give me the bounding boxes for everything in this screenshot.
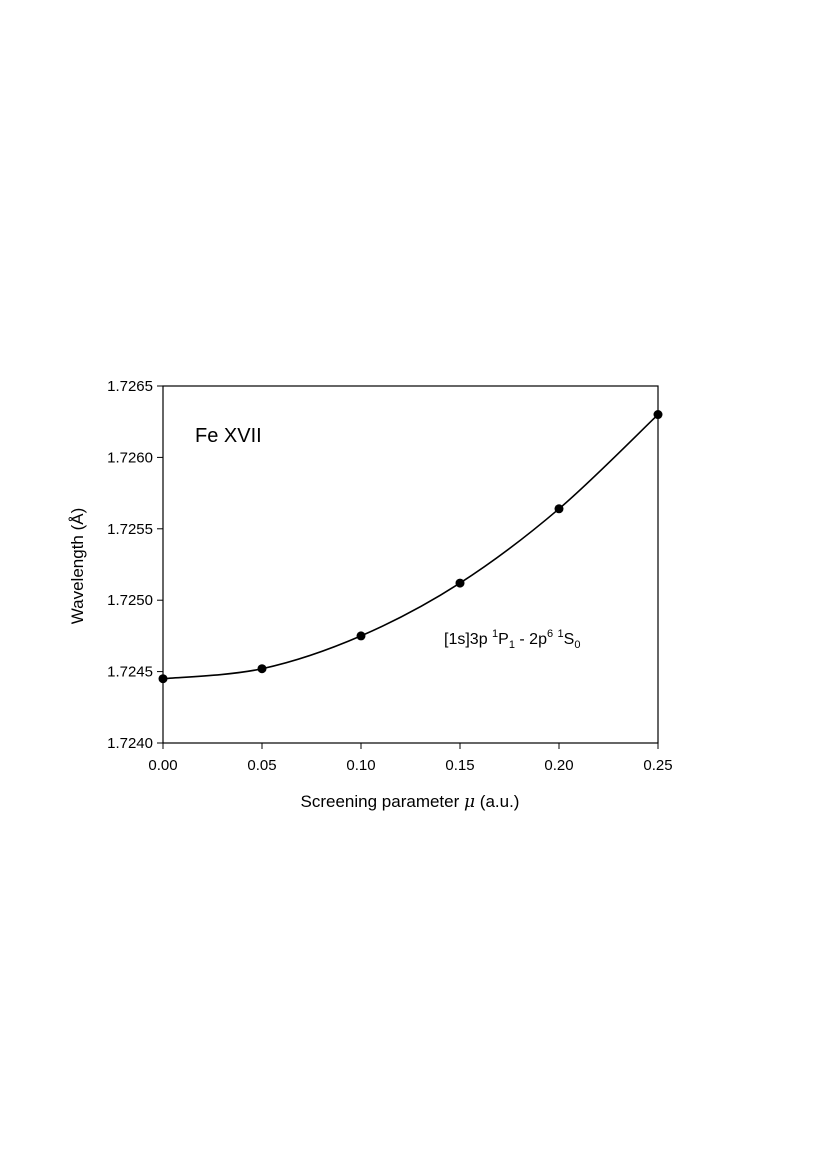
series-line (162, 413, 659, 680)
y-tick-label: 1.7240 (107, 735, 153, 752)
x-axis-ticks: 0.00 0.05 0.10 0.15 0.20 0.25 (148, 743, 673, 774)
x-tick-label: 0.00 (148, 757, 177, 774)
x-tick-label: 0.05 (247, 757, 276, 774)
x-tick-label: 0.15 (445, 757, 474, 774)
y-axis-title: Wavelength (Å) (68, 508, 87, 625)
data-point (257, 664, 267, 674)
x-tick-label: 0.20 (544, 757, 573, 774)
data-point (356, 631, 366, 641)
data-point (554, 504, 564, 514)
x-tick-label: 0.10 (346, 757, 375, 774)
mu-symbol: μ (464, 792, 475, 812)
y-tick-label: 1.7265 (107, 378, 153, 395)
x-axis-title: Screening parameter μ (a.u.) (301, 792, 520, 812)
y-tick-label: 1.7260 (107, 449, 153, 466)
plot-frame (162, 385, 659, 744)
series-layer (162, 413, 659, 680)
transition-label: [1s]3p 1P1 - 2p6 1S0 (444, 628, 580, 651)
ion-label: Fe XVII (195, 425, 262, 447)
y-tick-label: 1.7250 (107, 592, 153, 609)
data-point (455, 578, 465, 588)
y-tick-label: 1.7255 (107, 521, 153, 538)
data-point (653, 410, 663, 420)
angstrom-unit: Å (68, 513, 87, 525)
data-point (158, 674, 168, 684)
y-axis-ticks: 1.7240 1.7245 1.7250 1.7255 1.7260 1.7265 (107, 378, 163, 752)
x-tick-label: 0.25 (643, 757, 672, 774)
marker-layer (158, 410, 663, 684)
y-tick-label: 1.7245 (107, 664, 153, 681)
